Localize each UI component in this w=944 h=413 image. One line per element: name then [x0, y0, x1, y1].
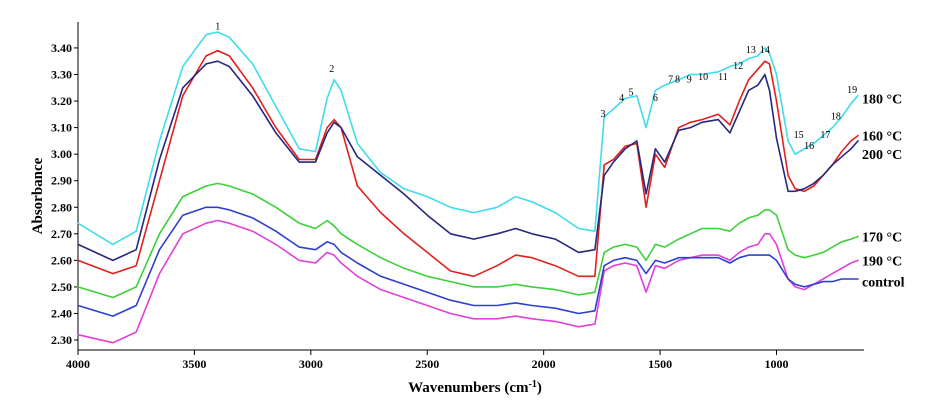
peak-label: 16 — [804, 141, 814, 152]
y-tick-label: 2.80 — [51, 200, 72, 214]
peak-label: 3 — [601, 109, 606, 120]
x-tick-label: 4000 — [66, 357, 90, 371]
peak-label: 14 — [760, 45, 770, 56]
x-tick-label: 1000 — [765, 357, 789, 371]
peak-label: 9 — [687, 74, 692, 85]
series-line-180-c — [77, 31, 859, 246]
y-tick-label: 2.50 — [51, 280, 72, 294]
peak-label: 13 — [746, 45, 756, 56]
series-end-label: 180 °C — [862, 92, 902, 107]
peak-label: 7 — [668, 74, 673, 85]
y-tick-label: 3.20 — [51, 94, 72, 108]
series-line-control — [77, 206, 859, 317]
series-line-200-c — [77, 60, 859, 262]
peak-label: 15 — [794, 130, 804, 141]
peak-label: 10 — [698, 72, 708, 83]
x-axis-title-main: Wavenumbers (cm — [408, 380, 529, 396]
series-end-label: 160 °C — [862, 130, 902, 145]
series-end-label: 200 °C — [862, 148, 902, 163]
x-axis-title-sup: -1 — [529, 379, 537, 390]
x-tick-label: 3000 — [299, 357, 323, 371]
x-axis-title: Wavenumbers (cm-1) — [408, 379, 542, 396]
peak-label: 12 — [733, 61, 743, 72]
series-line-160-c — [77, 49, 859, 278]
peak-label: 17 — [820, 130, 830, 141]
x-tick-label: 3500 — [182, 357, 206, 371]
series-end-label: 170 °C — [862, 230, 902, 245]
peak-label: 2 — [329, 64, 334, 75]
peak-label: 18 — [831, 112, 841, 123]
x-axis-title-close: ) — [537, 380, 542, 396]
peak-label: 11 — [718, 72, 728, 83]
peak-label: 1 — [215, 21, 220, 32]
x-tick-label: 2000 — [532, 357, 556, 371]
y-tick-label: 3.40 — [51, 41, 72, 55]
x-tick-label: 1500 — [648, 357, 672, 371]
y-tick-label: 3.30 — [51, 67, 72, 81]
peak-label: 6 — [653, 93, 658, 104]
series-end-label: 190 °C — [862, 254, 902, 269]
y-tick-label: 2.70 — [51, 227, 72, 241]
x-tick-label: 2500 — [415, 357, 439, 371]
y-tick-label: 3.10 — [51, 121, 72, 135]
y-axis-title: Absorbance — [30, 157, 46, 234]
peak-label: 5 — [628, 88, 633, 99]
peak-label: 8 — [675, 74, 680, 85]
series-line-190-c — [77, 219, 859, 344]
y-tick-label: 2.40 — [51, 306, 72, 320]
y-tick-label: 2.60 — [51, 253, 72, 267]
y-tick-label: 2.30 — [51, 333, 72, 347]
y-tick-label: 2.90 — [51, 174, 72, 188]
series-labels: 180 °C 160 °C 200 °C 170 °C 190 °C control — [862, 92, 905, 290]
axes: 4000 3500 3000 2500 2000 1500 1000 2.30 2.40 2.50… — [51, 22, 864, 371]
y-tick-label: 3.00 — [51, 147, 72, 161]
series-lines — [77, 31, 859, 344]
series-end-label: control — [862, 276, 905, 291]
series-line-170-c — [77, 182, 859, 299]
peak-label: 19 — [847, 85, 857, 96]
peak-label: 4 — [619, 93, 624, 104]
